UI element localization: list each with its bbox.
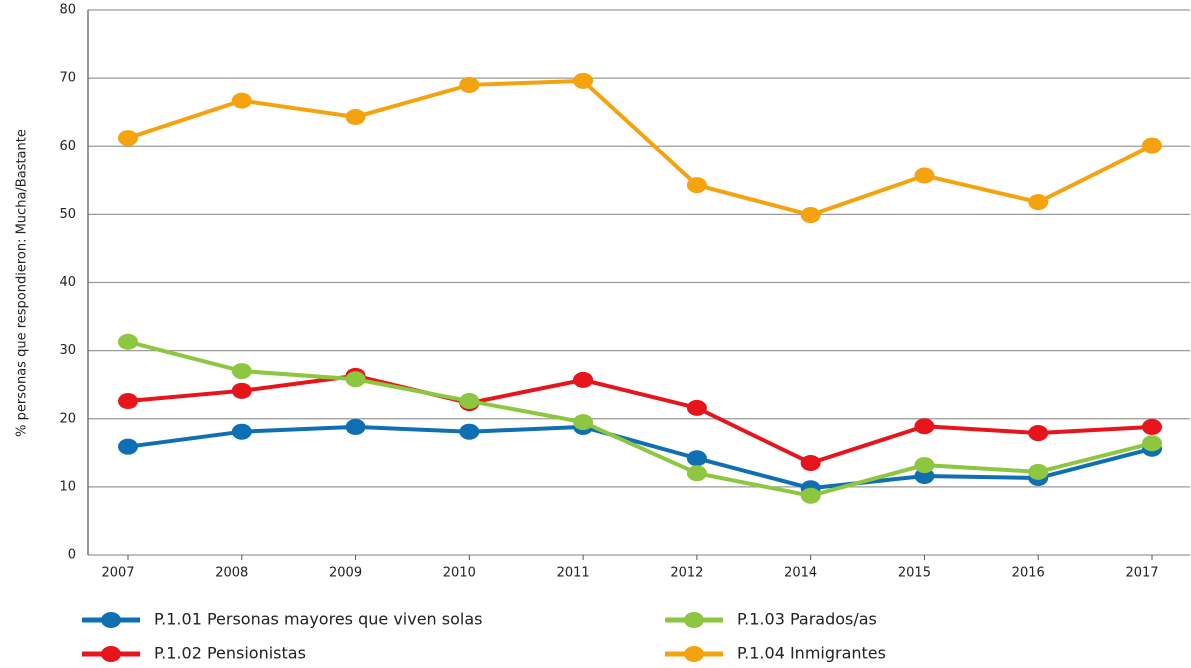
legend-label: P.1.02 Pensionistas (154, 644, 306, 663)
y-axis-label: % personas que respondieron: Mucha/Basta… (15, 129, 30, 437)
data-point (459, 76, 480, 93)
series-line (127, 373, 1153, 466)
legend-marker (101, 646, 121, 662)
y-tick-label: 30 (59, 343, 76, 358)
data-point (914, 418, 935, 435)
x-tick-label: 2008 (215, 566, 248, 581)
data-point (686, 399, 707, 416)
data-point (573, 414, 594, 431)
y-tick-label: 50 (59, 207, 76, 222)
data-point (231, 92, 252, 109)
data-point (459, 423, 480, 440)
data-point (573, 72, 594, 89)
x-tick-label: 2012 (670, 566, 703, 581)
data-point (1028, 194, 1049, 211)
y-tick-label: 70 (59, 71, 76, 86)
data-point (118, 393, 138, 410)
legend-marker (684, 612, 704, 628)
data-point (345, 371, 366, 388)
data-point (345, 418, 366, 435)
data-point (686, 177, 707, 194)
data-point (118, 333, 138, 350)
x-tick-label: 2010 (443, 566, 476, 581)
y-tick-label: 0 (68, 548, 76, 563)
legend-label: P.1.03 Parados/as (737, 610, 877, 629)
data-point (345, 108, 366, 125)
x-tick-label: 2016 (1012, 566, 1045, 581)
legend-label: P.1.01 Personas mayores que viven solas (154, 610, 482, 629)
data-point (800, 455, 821, 472)
data-point (686, 465, 707, 482)
data-point (231, 382, 252, 399)
data-point (118, 438, 138, 455)
data-point (231, 363, 252, 380)
x-tick-label: 2015 (898, 566, 931, 581)
data-point (1142, 435, 1162, 452)
data-point (573, 371, 594, 388)
legend-label: P.1.04 Inmigrantes (737, 644, 886, 663)
y-tick-label: 80 (59, 3, 76, 18)
data-point (118, 130, 138, 147)
x-tick-label: 2017 (1125, 566, 1158, 581)
series-line (127, 339, 1153, 498)
data-point (1142, 418, 1162, 435)
data-point (686, 450, 707, 467)
data-point (800, 207, 821, 224)
data-point (1028, 425, 1049, 442)
x-tick-label: 2007 (101, 566, 134, 581)
legend-marker (684, 646, 704, 662)
data-point (1028, 463, 1049, 480)
data-point (914, 167, 935, 184)
x-tick-label: 2014 (784, 566, 817, 581)
data-point (914, 457, 935, 474)
data-point (459, 393, 480, 410)
series-line (127, 78, 1153, 218)
y-tick-label: 60 (59, 139, 76, 154)
data-point (1142, 137, 1162, 154)
data-point (800, 487, 821, 504)
y-tick-label: 10 (59, 479, 76, 494)
x-tick-label: 2011 (557, 566, 590, 581)
y-tick-label: 40 (59, 275, 76, 290)
series-line (127, 424, 1153, 491)
y-tick-label: 20 (59, 411, 76, 426)
legend-marker (101, 612, 121, 628)
data-point (231, 423, 252, 440)
x-tick-label: 2009 (329, 566, 362, 581)
